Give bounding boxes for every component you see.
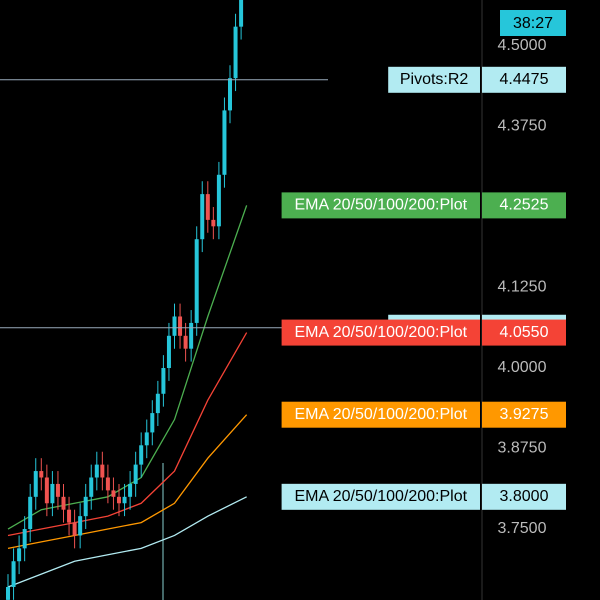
candle-body: [105, 477, 110, 491]
candle-body: [194, 239, 199, 323]
y-tick-label: 4.0000: [498, 359, 547, 376]
candle-body: [211, 219, 216, 227]
candle-body: [6, 586, 10, 600]
candle-body: [94, 464, 99, 478]
candle-body: [178, 316, 183, 336]
candle-body: [72, 522, 77, 536]
level-name-box: [281, 192, 480, 219]
candle-body: [139, 445, 144, 465]
candle-body: [228, 78, 232, 111]
candle-body: [150, 413, 155, 433]
candle-body: [166, 335, 171, 369]
level-name-box: [281, 483, 480, 510]
candle-body: [83, 496, 88, 517]
candle-body: [117, 496, 121, 504]
candle-body: [144, 432, 149, 446]
level-value: 4.4475: [500, 71, 549, 88]
ema-line: [7, 205, 248, 530]
candle-body: [111, 490, 116, 497]
candle-body: [89, 477, 94, 497]
candle-body: [172, 316, 177, 336]
candle-body: [100, 464, 105, 478]
countdown-box: [500, 10, 566, 36]
candle-body: [55, 483, 60, 497]
candle-body: [183, 335, 188, 349]
candle-body: [22, 529, 27, 549]
level-value: 4.0550: [500, 324, 549, 341]
candle-body: [17, 548, 22, 562]
candle-body: [216, 174, 221, 227]
candle-body: [239, 0, 244, 27]
candle-body: [189, 322, 194, 349]
level-value-box: [482, 483, 566, 510]
candle-body: [61, 496, 66, 510]
candle-body: [28, 496, 33, 530]
candle-body: [44, 477, 49, 504]
level-value: 3.8000: [500, 488, 549, 505]
candle-body: [222, 110, 227, 175]
y-tick-label: 4.3750: [498, 118, 547, 135]
level-value-box: [482, 401, 566, 428]
level-name: Pivots:R2: [400, 71, 469, 88]
level-name: EMA 20/50/100/200:Plot: [295, 197, 468, 214]
level-name-box: [388, 66, 480, 93]
level-name: EMA 20/50/100/200:Plot: [295, 406, 468, 423]
ema-line: [7, 496, 247, 588]
candle-body: [200, 194, 205, 240]
candle-body: [78, 516, 83, 536]
countdown: 38:27: [513, 15, 553, 32]
level-value-box: [482, 66, 566, 93]
candle-body: [155, 393, 160, 414]
level-name: EMA 20/50/100/200:Plot: [295, 324, 468, 341]
y-tick-label: 4.5000: [498, 37, 547, 54]
level-value-box: [482, 319, 566, 346]
ema-line: [7, 414, 248, 549]
candle-body: [50, 483, 55, 504]
candle-body: [33, 471, 38, 497]
y-tick-label: 3.7500: [498, 520, 547, 537]
level-value-box: [482, 192, 566, 219]
level-value: 4.2525: [500, 197, 549, 214]
candle-body: [67, 509, 72, 523]
level-name-box: [281, 401, 480, 428]
y-tick-label: 4.1250: [498, 279, 547, 296]
ema-line: [7, 332, 248, 537]
candle-body: [128, 483, 133, 497]
y-tick-label: 3.8750: [498, 440, 547, 457]
candle-body: [133, 464, 138, 484]
candle-body: [161, 368, 166, 394]
candle-body: [39, 471, 44, 478]
candle-body: [205, 194, 210, 220]
level-name: EMA 20/50/100/200:Plot: [295, 488, 468, 505]
candle-body: [122, 496, 127, 504]
level-value: 3.9275: [500, 406, 549, 423]
candle-body: [11, 561, 16, 587]
candle-body: [233, 26, 238, 79]
level-name-box: [281, 319, 480, 346]
